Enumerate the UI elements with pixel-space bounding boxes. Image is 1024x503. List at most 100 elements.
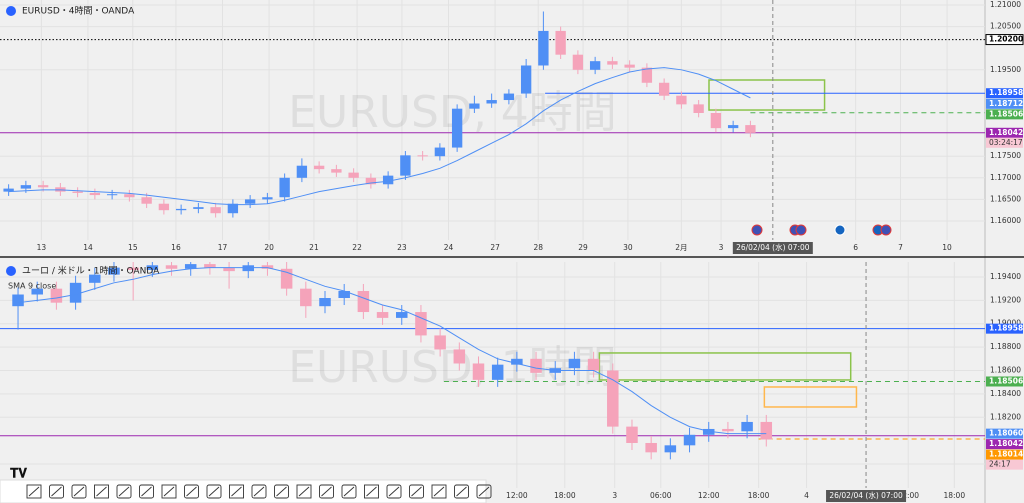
- candle-body: [415, 312, 427, 336]
- x-tick-label: 23: [397, 243, 407, 252]
- price-label-bg: [986, 449, 1023, 460]
- zone-box: [763, 386, 858, 408]
- candle-body: [165, 265, 178, 269]
- toolbar-button[interactable]: [161, 484, 177, 499]
- x-tick-label: 24: [444, 243, 454, 252]
- x-tick-label: 28: [533, 243, 543, 252]
- x-tick-label: 7: [898, 243, 903, 252]
- x-tick-label: 06:00: [650, 491, 672, 500]
- x-tick-label: 12:00: [897, 491, 919, 500]
- crosshair-label: 26/02/04 (水) 07:00: [829, 490, 903, 500]
- candle-body: [382, 175, 394, 185]
- candle-body: [357, 290, 370, 313]
- candle-body: [664, 445, 677, 453]
- toolbar-button[interactable]: [476, 484, 492, 499]
- toolbar-button[interactable]: [229, 484, 244, 499]
- x-tick-label: 6: [853, 243, 858, 252]
- price-label-bg: [986, 323, 1023, 334]
- candle-body: [741, 421, 753, 432]
- candle-body: [453, 349, 466, 364]
- toolbar-button[interactable]: [319, 484, 334, 499]
- candle-body: [227, 203, 239, 214]
- candle-body: [645, 442, 657, 453]
- candle-body: [722, 428, 734, 432]
- toolbar-icon: [163, 486, 175, 497]
- x-tick-label: 4: [804, 491, 809, 500]
- toolbar-button[interactable]: [251, 484, 267, 499]
- toolbar-button[interactable]: [184, 484, 199, 499]
- plot-area: EURUSD, 1時間: [0, 262, 985, 488]
- candle-body: [37, 185, 49, 188]
- candle-body: [89, 192, 101, 196]
- candle-body: [400, 155, 411, 176]
- candle-body: [204, 264, 216, 268]
- toolbar: [0, 479, 487, 503]
- candle-body: [175, 208, 187, 211]
- toolbar-icon: [276, 486, 287, 497]
- candle-body: [486, 100, 497, 104]
- candle-body: [348, 172, 359, 178]
- toolbar-button[interactable]: [274, 484, 289, 499]
- toolbar-button[interactable]: [94, 484, 109, 499]
- candle-body: [693, 104, 704, 114]
- plot-area: EURUSD, 4時間: [0, 0, 985, 240]
- candle-body: [31, 288, 43, 295]
- x-tick-label: 13: [37, 243, 47, 252]
- candle-body: [338, 290, 350, 299]
- candle-body: [568, 358, 581, 369]
- price-label-bg: [986, 88, 1023, 99]
- toolbar-button[interactable]: [341, 484, 357, 499]
- pane-title: EURUSD・4時間・OANDA: [22, 6, 135, 17]
- y-tick-label: 1.17500: [990, 151, 1021, 160]
- toolbar-icon: [186, 486, 197, 497]
- crosshair-label: 26/02/04 (水) 07:00: [736, 242, 810, 252]
- y-tick-label: 1.16000: [990, 216, 1021, 225]
- candle-body: [530, 358, 542, 373]
- candle-body: [624, 64, 635, 68]
- y-tick-label: 1.21000: [990, 0, 1021, 9]
- logo: 𝐓𝐕: [10, 467, 27, 482]
- candle-body: [572, 54, 584, 70]
- candle-body: [72, 191, 83, 193]
- candle-body: [503, 93, 515, 101]
- candle-body: [727, 125, 739, 129]
- toolbar-icon: [433, 486, 445, 497]
- candle-body: [434, 147, 446, 157]
- countdown-bg: [986, 137, 1023, 148]
- candle-body: [89, 274, 101, 283]
- toolbar-button[interactable]: [364, 484, 379, 499]
- sma-line: [8, 67, 751, 206]
- toolbar-button[interactable]: [431, 484, 447, 499]
- toolbar-button[interactable]: [71, 484, 87, 499]
- toolbar-icon: [253, 486, 265, 497]
- price-label: 1.18042: [989, 128, 1023, 137]
- price-label: 1.18506: [989, 109, 1023, 118]
- zone-box: [708, 79, 826, 111]
- countdown-label: 03:24:17: [989, 138, 1023, 147]
- candle-body: [451, 108, 463, 148]
- candle-body: [261, 265, 274, 269]
- toolbar-button[interactable]: [409, 484, 424, 499]
- candle-body: [223, 267, 235, 272]
- event-icons: [751, 224, 892, 236]
- toolbar-button[interactable]: [296, 484, 312, 499]
- candle-body: [20, 185, 32, 189]
- toolbar-button[interactable]: [386, 484, 402, 499]
- candle-body: [313, 165, 325, 170]
- x-tick-label: 10: [942, 243, 952, 252]
- toolbar-button[interactable]: [116, 484, 132, 499]
- candle-body: [296, 165, 308, 178]
- candle-body: [108, 267, 120, 275]
- candle-body: [158, 203, 170, 211]
- toolbar-button[interactable]: [26, 484, 42, 499]
- toolbar-icon: [231, 486, 242, 497]
- toolbar-button[interactable]: [454, 484, 469, 499]
- toolbar-button[interactable]: [139, 484, 154, 499]
- toolbar-button[interactable]: [49, 484, 64, 499]
- sma-line: [17, 267, 767, 435]
- candle-body: [3, 188, 14, 192]
- candle-body: [127, 267, 139, 270]
- toolbar-button[interactable]: [206, 484, 222, 499]
- candle-body: [300, 288, 312, 307]
